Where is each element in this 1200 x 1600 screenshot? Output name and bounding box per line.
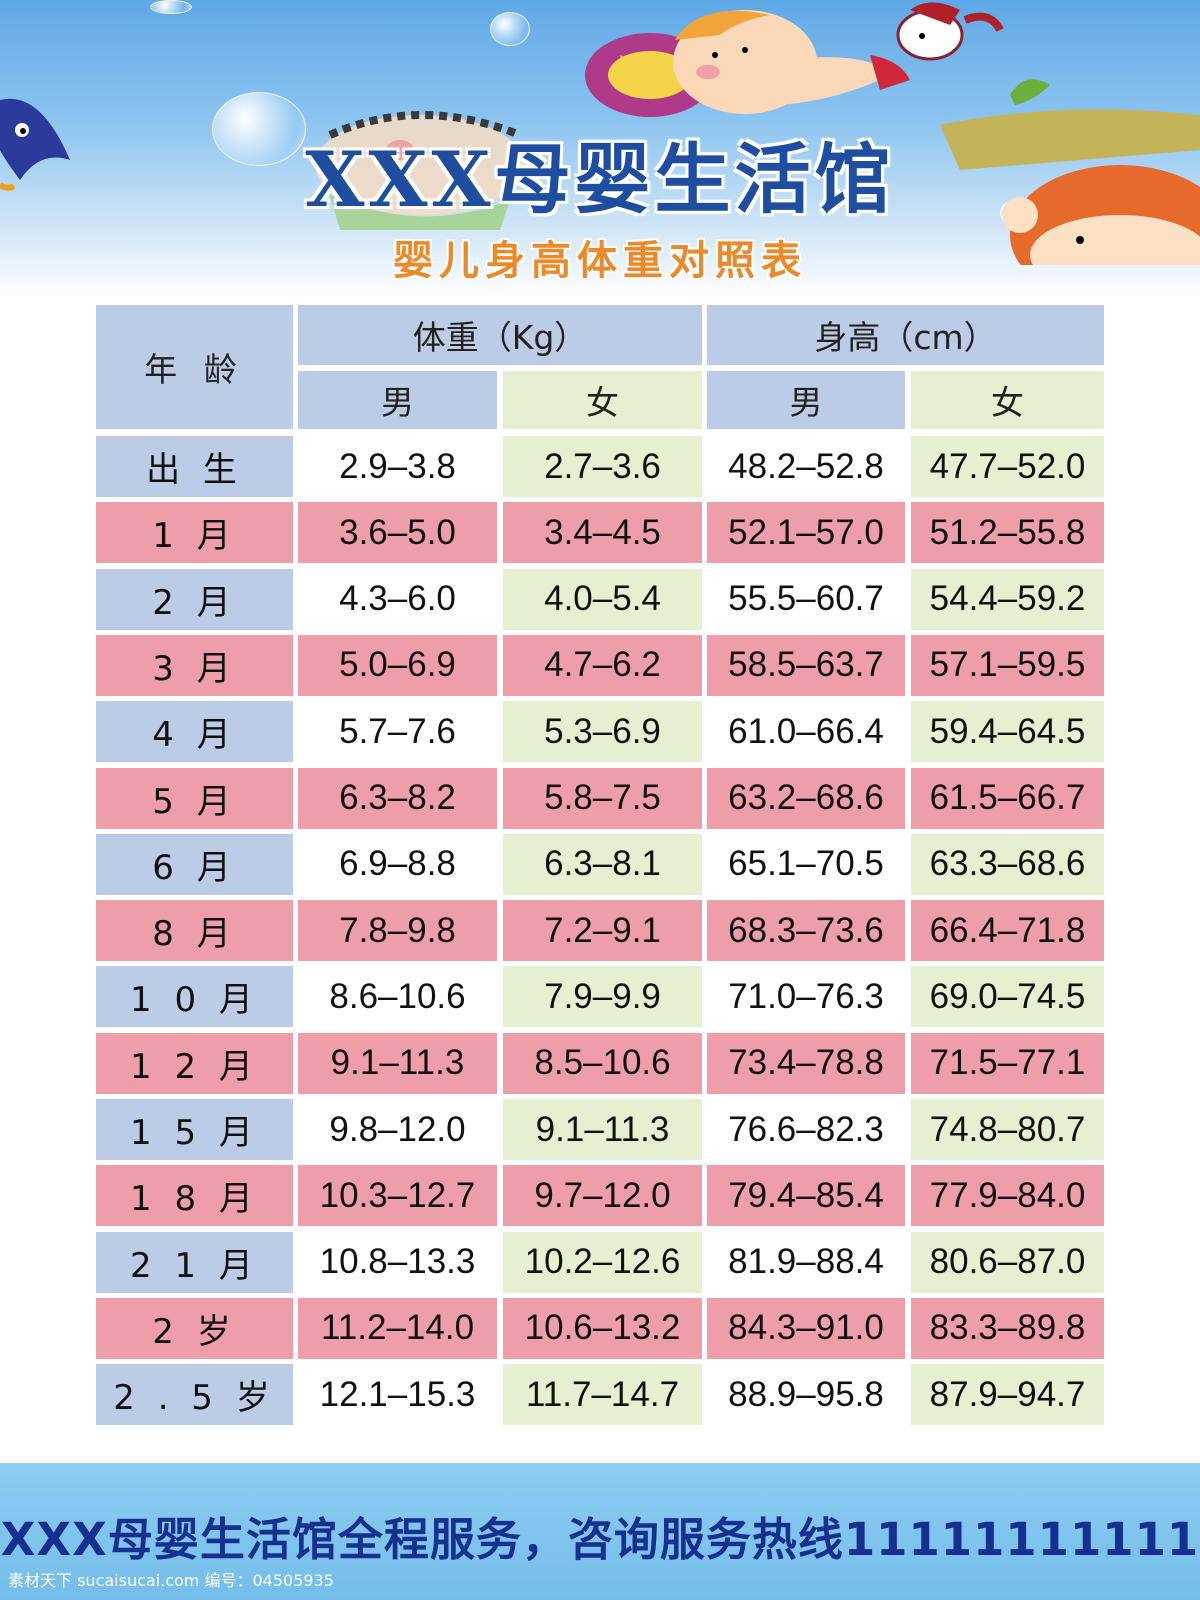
header-age: 年 龄: [96, 305, 293, 429]
watermark-text: 素材天下 sucaisucai.com 编号：04505935: [8, 1571, 334, 1590]
weight-female-cell: 7.2–9.1: [503, 900, 702, 962]
age-cell: 3 月: [96, 634, 293, 696]
age-cell: 2 . 5 岁: [96, 1364, 293, 1426]
page-title: XXX母婴生活馆: [305, 135, 895, 224]
weight-female-cell: 5.3–6.9: [503, 701, 702, 763]
height-male-cell: 81.9–88.4: [707, 1231, 905, 1293]
cartoon-girl-illustration: [940, 79, 1200, 265]
height-female-cell: 87.9–94.7: [911, 1364, 1104, 1426]
height-male-cell: 88.9–95.8: [707, 1364, 905, 1426]
page-subtitle: 婴儿身高体重对照表: [393, 238, 807, 284]
weight-female-cell: 11.7–14.7: [503, 1364, 702, 1426]
age-cell: 出 生: [96, 436, 293, 497]
cartoon-baby-illustration: [585, 2, 1004, 117]
height-female-cell: 71.5–77.1: [911, 1032, 1104, 1094]
weight-female-cell: 3.4–4.5: [503, 502, 702, 564]
header-weight-male: 男: [298, 371, 497, 429]
weight-male-cell: 6.3–8.2: [298, 767, 497, 829]
height-male-cell: 63.2–68.6: [707, 767, 905, 829]
weight-female-cell: 6.3–8.1: [503, 833, 702, 895]
weight-female-cell: 8.5–10.6: [503, 1032, 702, 1094]
height-female-cell: 77.9–84.0: [911, 1165, 1104, 1227]
age-cell: 1 月: [96, 502, 293, 564]
height-female-cell: 54.4–59.2: [911, 568, 1104, 630]
weight-female-cell: 10.6–13.2: [503, 1297, 702, 1359]
weight-male-cell: 10.3–12.7: [298, 1165, 497, 1227]
weight-female-cell: 4.0–5.4: [503, 568, 702, 630]
height-male-cell: 55.5–60.7: [707, 568, 905, 630]
weight-male-cell: 2.9–3.8: [298, 436, 497, 497]
age-cell: 1 2 月: [96, 1032, 293, 1094]
age-cell: 8 月: [96, 900, 293, 962]
weight-male-cell: 5.7–7.6: [298, 701, 497, 763]
age-cell: 1 8 月: [96, 1165, 293, 1227]
weight-female-cell: 9.7–12.0: [503, 1165, 702, 1227]
age-cell: 2 1 月: [96, 1231, 293, 1293]
height-male-cell: 73.4–78.8: [707, 1032, 905, 1094]
weight-male-cell: 6.9–8.8: [298, 833, 497, 895]
weight-male-cell: 10.8–13.3: [298, 1231, 497, 1293]
footer-hotline-text: XXX母婴生活馆全程服务，咨询服务热线11111111111: [0, 1513, 1200, 1566]
weight-male-cell: 7.8–9.8: [298, 900, 497, 962]
age-cell: 1 0 月: [96, 966, 293, 1028]
cartoon-bird-illustration: [0, 98, 70, 191]
age-cell: 1 5 月: [96, 1099, 293, 1160]
weight-male-cell: 4.3–6.0: [298, 568, 497, 630]
footer-banner: [0, 1463, 1200, 1600]
weight-female-cell: 4.7–6.2: [503, 634, 702, 696]
height-male-cell: 79.4–85.4: [707, 1165, 905, 1227]
weight-female-cell: 10.2–12.6: [503, 1231, 702, 1293]
age-cell: 4 月: [96, 701, 293, 763]
height-male-cell: 65.1–70.5: [707, 833, 905, 895]
height-male-cell: 71.0–76.3: [707, 966, 905, 1028]
bubble-decoration: [212, 92, 306, 166]
weight-male-cell: 9.8–12.0: [298, 1099, 497, 1160]
header-weight: 体重（Kg）: [298, 305, 702, 365]
weight-male-cell: 8.6–10.6: [298, 966, 497, 1028]
height-male-cell: 61.0–66.4: [707, 701, 905, 763]
weight-male-cell: 3.6–5.0: [298, 502, 497, 564]
height-female-cell: 57.1–59.5: [911, 634, 1104, 696]
age-cell: 2 岁: [96, 1297, 293, 1359]
bubble-decoration: [150, 0, 192, 14]
height-male-cell: 52.1–57.0: [707, 502, 905, 564]
height-female-cell: 83.3–89.8: [911, 1297, 1104, 1359]
header-weight-female: 女: [503, 371, 702, 429]
weight-female-cell: 9.1–11.3: [503, 1099, 702, 1160]
height-female-cell: 61.5–66.7: [911, 767, 1104, 829]
header-height-male: 男: [707, 371, 905, 429]
header-height: 身高（cm）: [707, 305, 1104, 365]
age-cell: 6 月: [96, 833, 293, 895]
height-male-cell: 68.3–73.6: [707, 900, 905, 962]
height-female-cell: 66.4–71.8: [911, 900, 1104, 962]
weight-female-cell: 7.9–9.9: [503, 966, 702, 1028]
height-male-cell: 76.6–82.3: [707, 1099, 905, 1160]
age-cell: 5 月: [96, 767, 293, 829]
weight-male-cell: 11.2–14.0: [298, 1297, 497, 1359]
height-male-cell: 84.3–91.0: [707, 1297, 905, 1359]
weight-male-cell: 5.0–6.9: [298, 634, 497, 696]
height-female-cell: 59.4–64.5: [911, 701, 1104, 763]
height-female-cell: 51.2–55.8: [911, 502, 1104, 564]
height-female-cell: 74.8–80.7: [911, 1099, 1104, 1160]
header-height-female: 女: [911, 371, 1104, 429]
cartoon-boy-illustration: [315, 111, 525, 230]
height-male-cell: 58.5–63.7: [707, 634, 905, 696]
weight-female-cell: 2.7–3.6: [503, 436, 702, 497]
weight-male-cell: 9.1–11.3: [298, 1032, 497, 1094]
weight-female-cell: 5.8–7.5: [503, 767, 702, 829]
age-cell: 2 月: [96, 568, 293, 630]
weight-male-cell: 12.1–15.3: [298, 1364, 497, 1426]
height-female-cell: 80.6–87.0: [911, 1231, 1104, 1293]
height-female-cell: 69.0–74.5: [911, 966, 1104, 1028]
height-female-cell: 63.3–68.6: [911, 833, 1104, 895]
height-male-cell: 48.2–52.8: [707, 436, 905, 497]
bubble-decoration: [490, 12, 530, 46]
height-female-cell: 47.7–52.0: [911, 436, 1104, 497]
